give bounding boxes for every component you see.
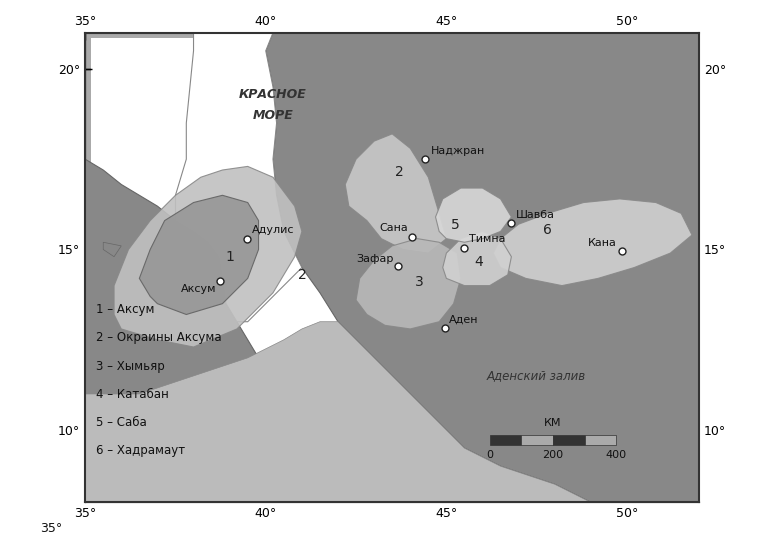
Text: Сана: Сана xyxy=(380,223,408,233)
Polygon shape xyxy=(175,33,302,322)
Text: МОРЕ: МОРЕ xyxy=(253,109,293,122)
Polygon shape xyxy=(435,188,511,242)
Text: 5 – Саба: 5 – Саба xyxy=(96,416,147,429)
Text: Аксум: Аксум xyxy=(181,284,216,294)
Text: 200: 200 xyxy=(542,450,564,460)
Polygon shape xyxy=(85,33,699,502)
Text: Аденский залив: Аденский залив xyxy=(487,370,586,382)
Text: 2: 2 xyxy=(395,165,404,179)
Text: 4: 4 xyxy=(474,255,483,269)
Text: 3 – Хымьяр: 3 – Хымьяр xyxy=(96,360,165,373)
Polygon shape xyxy=(139,195,258,314)
Text: 6 – Хадрамаут: 6 – Хадрамаут xyxy=(96,444,185,457)
Text: Тимна: Тимна xyxy=(469,234,505,244)
Polygon shape xyxy=(266,33,699,502)
Text: КРАСНОЕ: КРАСНОЕ xyxy=(239,88,307,100)
Text: 4 – Катабан: 4 – Катабан xyxy=(96,388,168,401)
Polygon shape xyxy=(85,322,591,502)
Text: 0: 0 xyxy=(486,450,493,460)
Bar xyxy=(584,436,616,444)
Text: 1 – Аксум: 1 – Аксум xyxy=(96,303,155,316)
Text: 2: 2 xyxy=(298,268,306,282)
Text: 35°: 35° xyxy=(40,521,62,535)
Polygon shape xyxy=(91,38,694,497)
Text: 2 – Окраины Аксума: 2 – Окраины Аксума xyxy=(96,331,221,345)
Bar xyxy=(553,436,584,444)
Polygon shape xyxy=(85,159,356,502)
Polygon shape xyxy=(345,134,446,253)
Text: КМ: КМ xyxy=(544,418,561,428)
Bar xyxy=(521,436,553,444)
Text: Зафар: Зафар xyxy=(357,254,394,264)
Text: Адулис: Адулис xyxy=(252,225,295,235)
Polygon shape xyxy=(494,199,692,286)
Text: 400: 400 xyxy=(605,450,627,460)
Text: Шавба: Шавба xyxy=(516,210,554,220)
Text: 1: 1 xyxy=(225,250,234,264)
Polygon shape xyxy=(443,232,511,286)
Polygon shape xyxy=(114,167,302,347)
Text: 3: 3 xyxy=(415,275,424,289)
Text: Кана: Кана xyxy=(588,238,618,248)
Text: 5: 5 xyxy=(451,218,460,232)
Bar xyxy=(490,436,521,444)
Text: Наджран: Наджран xyxy=(431,146,485,156)
Text: 6: 6 xyxy=(543,223,552,236)
Text: Аден: Аден xyxy=(449,314,478,325)
Polygon shape xyxy=(356,239,461,329)
Polygon shape xyxy=(103,242,122,257)
